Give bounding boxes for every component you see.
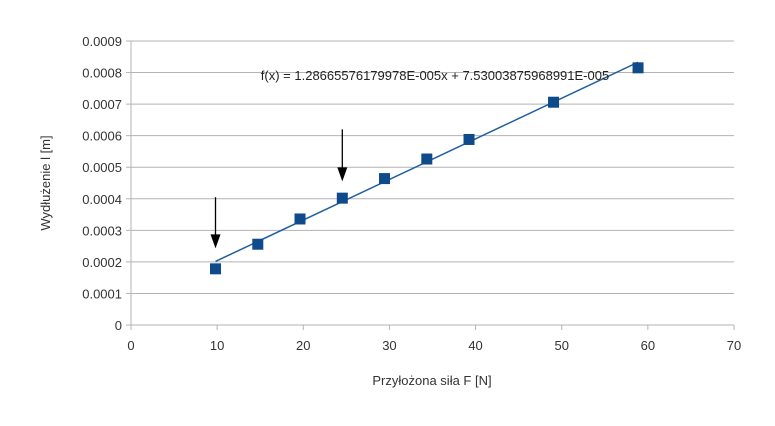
y-tick-label: 0.0005 <box>82 160 122 175</box>
data-point-4 <box>379 173 391 185</box>
y-tick-label: 0.0002 <box>82 255 122 270</box>
y-tick-label: 0.0007 <box>82 97 122 112</box>
x-tick-label: 50 <box>554 338 568 353</box>
data-point-8 <box>632 62 644 74</box>
data-point-1 <box>252 238 264 250</box>
y-axis-label: Wydłużenie l [m] <box>38 135 53 230</box>
y-tick-label: 0 <box>115 318 122 333</box>
data-point-5 <box>421 153 433 165</box>
y-tick-label: 0.0001 <box>82 286 122 301</box>
y-tick-label: 0.0003 <box>82 223 122 238</box>
annotation-arrow-1 <box>337 129 348 182</box>
x-tick-label: 10 <box>210 338 224 353</box>
axes <box>130 41 734 326</box>
data-points <box>210 62 644 275</box>
x-tick-label: 60 <box>641 338 655 353</box>
arrow-head <box>337 167 348 182</box>
trendline-equation: f(x) = 1.28665576179978E-005x + 7.530038… <box>261 68 609 83</box>
data-point-7 <box>548 96 560 108</box>
x-tick-label: 0 <box>127 338 134 353</box>
grid-lines <box>131 40 734 294</box>
data-point-2 <box>294 213 306 225</box>
x-tick-labels: 0 10 20 30 40 50 60 70 <box>127 325 741 353</box>
y-tick-label: 0.0006 <box>82 129 122 144</box>
y-tick-label: 0.0008 <box>82 66 122 81</box>
x-tick-label: 40 <box>468 338 482 353</box>
x-tick-label: 70 <box>727 338 741 353</box>
data-point-0 <box>210 263 222 275</box>
y-tick-label: 0.0004 <box>82 192 122 207</box>
x-tick-label: 30 <box>382 338 396 353</box>
y-tick-label: 0.0009 <box>82 34 122 49</box>
annotation-arrow-0 <box>210 197 221 249</box>
x-axis-label: Przyłożona siła F [N] <box>372 373 491 388</box>
data-point-6 <box>463 133 475 145</box>
x-tick-label: 20 <box>296 338 310 353</box>
arrow-head <box>210 234 221 249</box>
y-tick-labels: 0 0.0001 0.0002 0.0003 0.0004 0.0005 0.0006 0.0… <box>82 34 131 333</box>
data-point-3 <box>336 192 348 204</box>
annotations <box>210 129 348 249</box>
